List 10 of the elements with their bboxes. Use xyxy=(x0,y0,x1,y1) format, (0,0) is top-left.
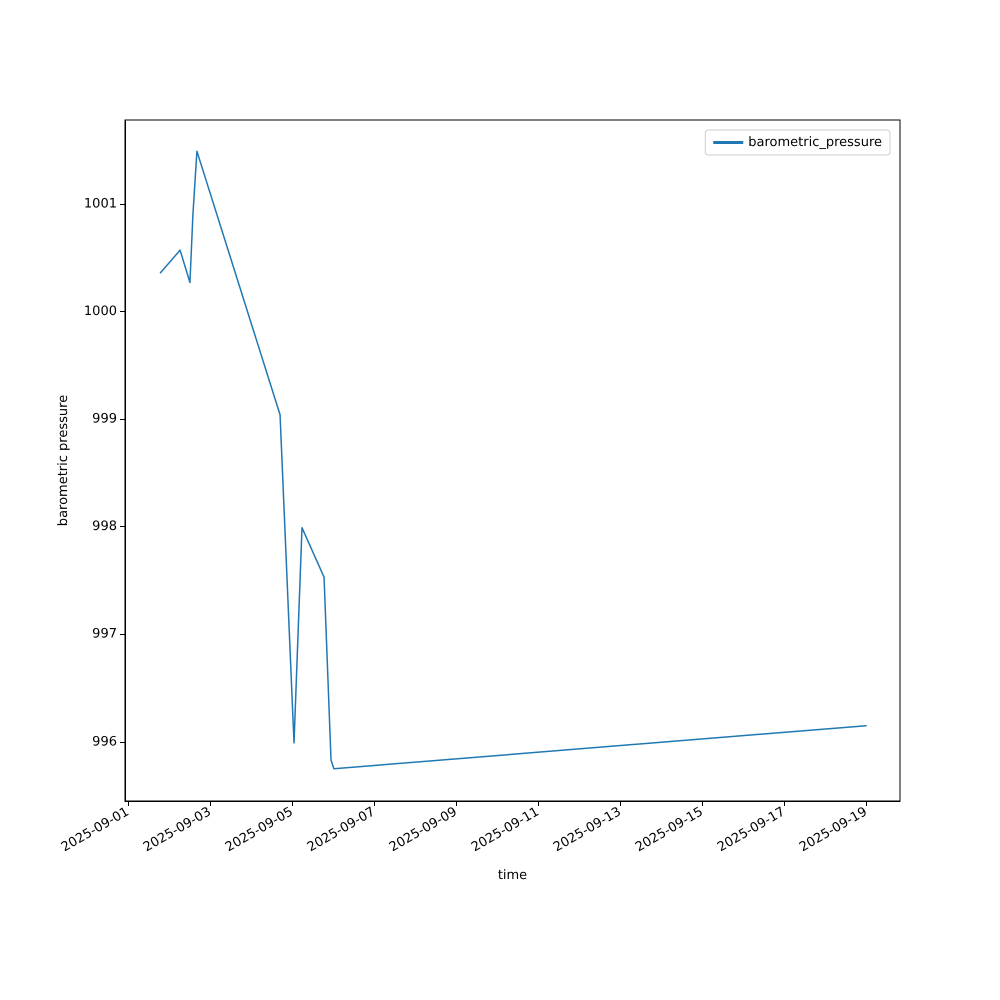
y-tick-label: 1000 xyxy=(84,304,117,319)
y-tick-label: 1001 xyxy=(84,196,117,212)
y-tick-label: 997 xyxy=(92,626,117,642)
legend-label: barometric_pressure xyxy=(748,135,882,150)
line-series xyxy=(160,150,867,770)
y-tick-label: 998 xyxy=(92,519,117,534)
x-axis-title: time xyxy=(498,868,528,883)
y-axis-title: barometric pressure xyxy=(56,394,71,526)
y-tick-label: 999 xyxy=(92,412,117,427)
y-tick-label: 996 xyxy=(92,734,117,750)
